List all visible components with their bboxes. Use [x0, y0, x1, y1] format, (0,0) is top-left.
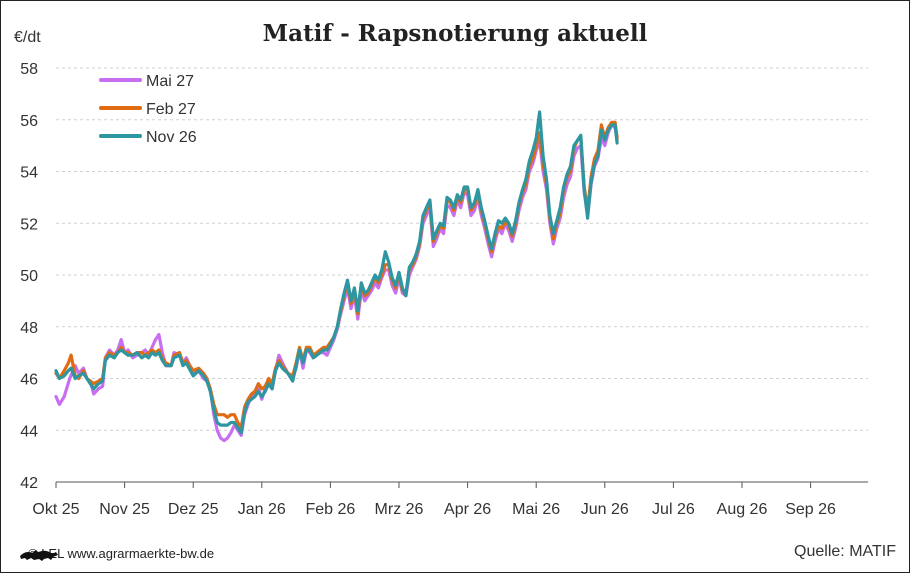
x-tick-label: Dez 25: [168, 501, 219, 518]
x-tick-label: Jul 26: [652, 501, 695, 518]
copyright-text: © LEL www.agrarmaerkte-bw.de: [28, 546, 215, 561]
series-line-nov-26: [54, 110, 619, 435]
x-tick-label: Feb 26: [305, 501, 355, 518]
legend: Mai 27 Feb 27 Nov 26: [99, 73, 197, 146]
x-tick-label: Sep 26: [785, 501, 836, 518]
x-tick-label: Mrz 26: [375, 501, 424, 518]
source-label: Quelle: MATIF: [794, 543, 896, 560]
x-tick-label: Mai 26: [512, 501, 560, 518]
y-tick-label: 54: [20, 165, 38, 182]
y-tick-label: 46: [20, 372, 38, 389]
x-tick-label: Apr 26: [444, 501, 491, 518]
y-axis-unit: €/dt: [14, 29, 41, 46]
y-tick-label: 50: [20, 268, 38, 285]
y-tick-label: 44: [20, 423, 38, 440]
y-tick-label: 56: [20, 113, 38, 130]
series-line-mai-27: [54, 123, 619, 443]
y-tick-labels: 42 44 46 48 50 52 54 56 58: [20, 61, 38, 492]
y-tick-label: 58: [20, 61, 38, 78]
x-tick-label: Okt 25: [32, 501, 79, 518]
series-lines: [54, 110, 619, 443]
y-tick-label: 52: [20, 216, 38, 233]
x-tick-label: Nov 25: [99, 501, 150, 518]
chart-title: Matif - Rapsnotierung aktuell: [262, 20, 648, 47]
x-tick-label: Aug 26: [717, 501, 768, 518]
footer-credit: © LEL www.agrarmaerkte-bw.de: [18, 546, 214, 561]
x-tick-label: Jan 26: [238, 501, 286, 518]
x-axis: Okt 25 Nov 25 Dez 25 Jan 26 Feb 26 Mrz 26 Apr …: [32, 481, 868, 518]
x-tick-label: Jun 26: [581, 501, 629, 518]
legend-label: Feb 27: [146, 101, 196, 118]
y-tick-label: 48: [20, 320, 38, 337]
legend-label: Nov 26: [146, 129, 197, 146]
y-tick-label: 42: [20, 475, 38, 492]
gridlines: [56, 67, 868, 431]
legend-label: Mai 27: [146, 73, 194, 90]
